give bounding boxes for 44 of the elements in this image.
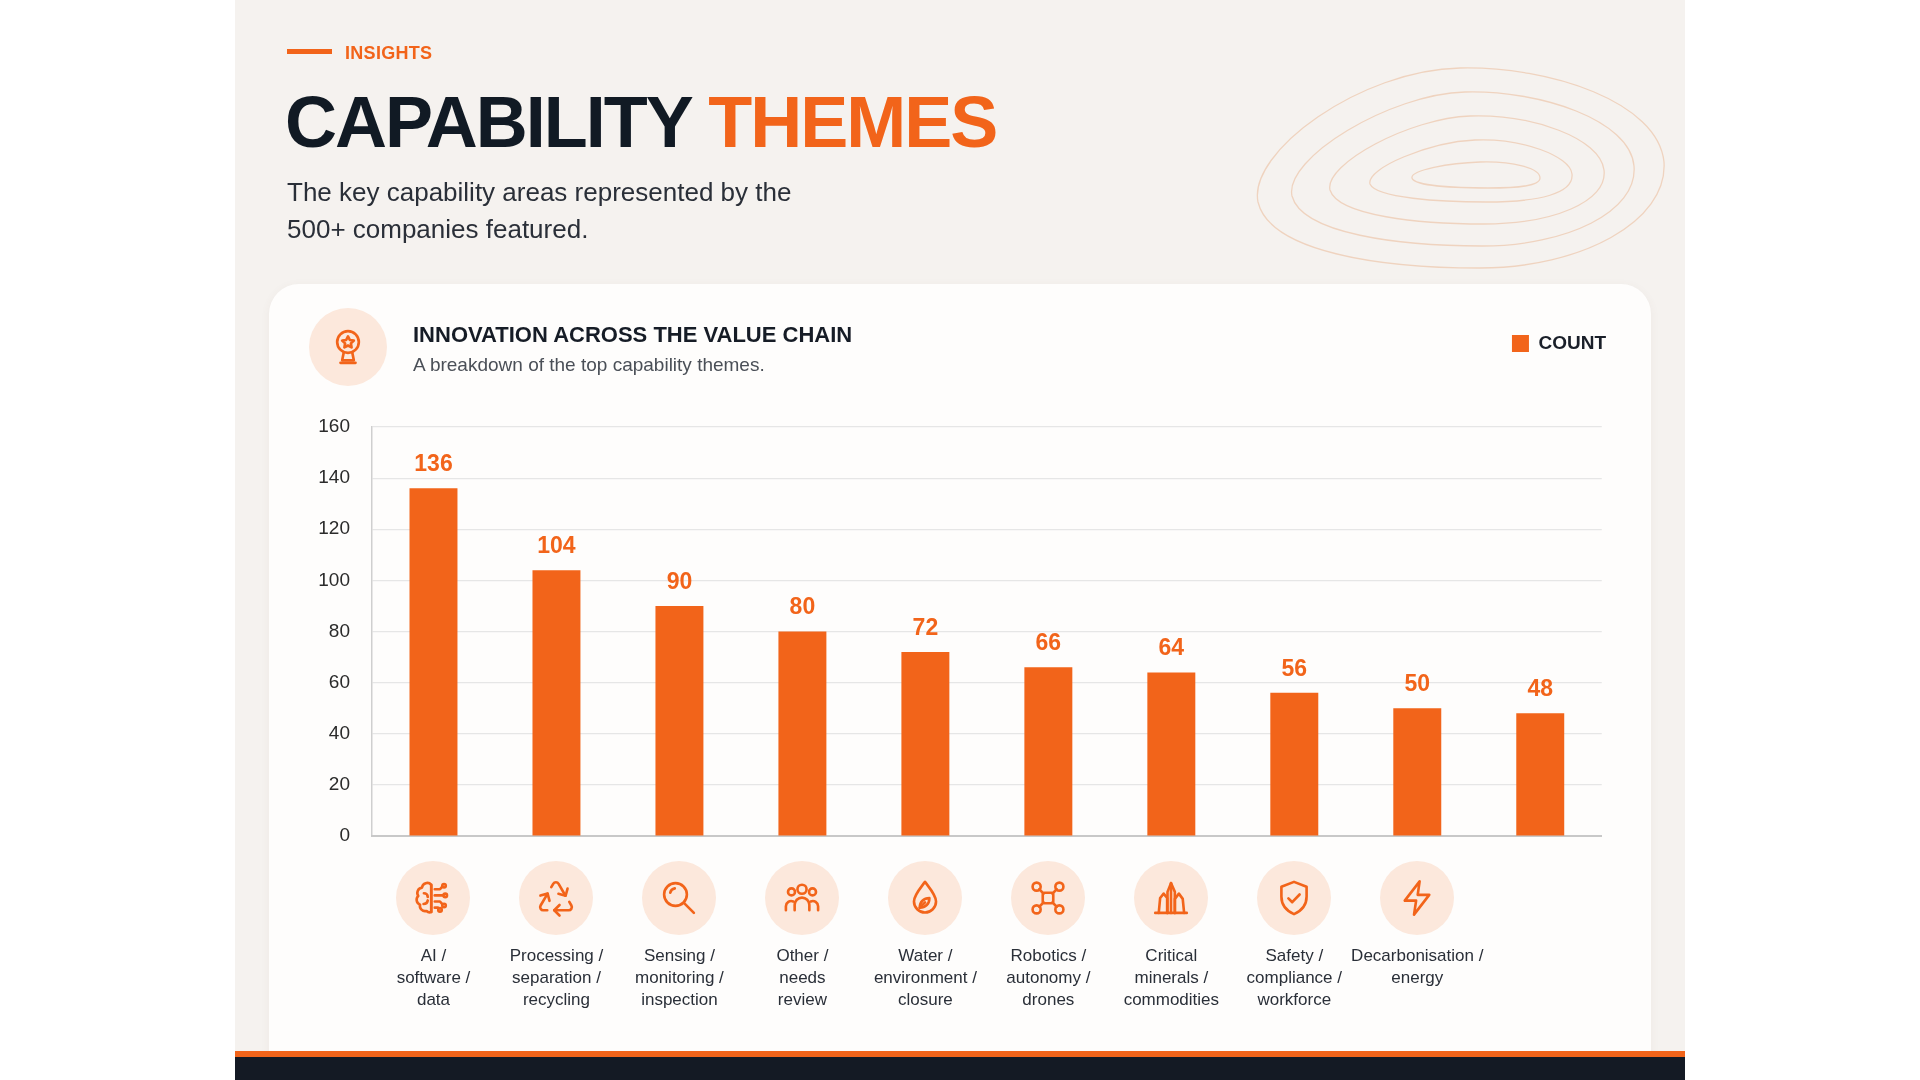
bar <box>1393 708 1442 836</box>
bar <box>901 651 950 836</box>
chart-title: INNOVATION ACROSS THE VALUE CHAIN <box>413 322 853 347</box>
bar <box>778 631 827 836</box>
legend-label: COUNT <box>1538 331 1607 353</box>
y-tick-label: 80 <box>328 619 350 641</box>
y-tick-label: 140 <box>318 466 350 488</box>
data-label: 72 <box>912 613 939 640</box>
y-tick-label: 40 <box>328 721 350 743</box>
text: The key capability areas represented by the 500+ companies featured. <box>287 176 793 246</box>
chart-subtitle: A breakdown of the top capability themes. <box>413 354 765 376</box>
x-tick-label: Other / needs review <box>776 945 829 1009</box>
x-tick-label: Critical minerals / commodities <box>1123 945 1220 1009</box>
x-tick-label: Processing / separation / recycling <box>509 945 604 1009</box>
data-label: 80 <box>789 593 816 620</box>
y-tick-label: 0 <box>339 824 350 846</box>
data-label: 64 <box>1158 634 1185 661</box>
bar <box>655 605 704 836</box>
text: INSIGHTS <box>345 43 433 63</box>
bar <box>1147 672 1196 836</box>
text: CAPABILITY THEMES <box>285 82 997 162</box>
y-tick-label: 120 <box>318 517 350 539</box>
data-label: 56 <box>1281 654 1308 681</box>
data-label: 104 <box>537 531 576 558</box>
x-tick-label: Decarbonisation / energy <box>1351 945 1484 987</box>
x-tick-label: Sensing / monitoring / inspection <box>635 945 725 1009</box>
bar <box>1516 713 1565 836</box>
data-label: 90 <box>666 567 693 594</box>
x-tick-label: AI / software / data <box>396 945 471 1009</box>
data-label: 136 <box>414 450 453 477</box>
bar <box>532 570 581 836</box>
bar <box>1024 667 1073 836</box>
bar <box>409 488 458 836</box>
bar <box>1270 692 1319 836</box>
data-label: 48 <box>1527 675 1554 702</box>
x-tick-label: Safety / compliance / workforce <box>1246 945 1343 1009</box>
y-tick-label: 60 <box>328 670 350 692</box>
y-tick-label: 100 <box>318 568 350 590</box>
y-tick-label: 160 <box>318 415 350 437</box>
y-tick-label: 20 <box>328 773 350 795</box>
x-tick-label: Water / environment / closure <box>873 945 978 1009</box>
x-tick-label: Robotics / autonomy / drones <box>1006 945 1091 1009</box>
data-label: 66 <box>1035 629 1062 656</box>
data-label: 50 <box>1404 670 1431 697</box>
